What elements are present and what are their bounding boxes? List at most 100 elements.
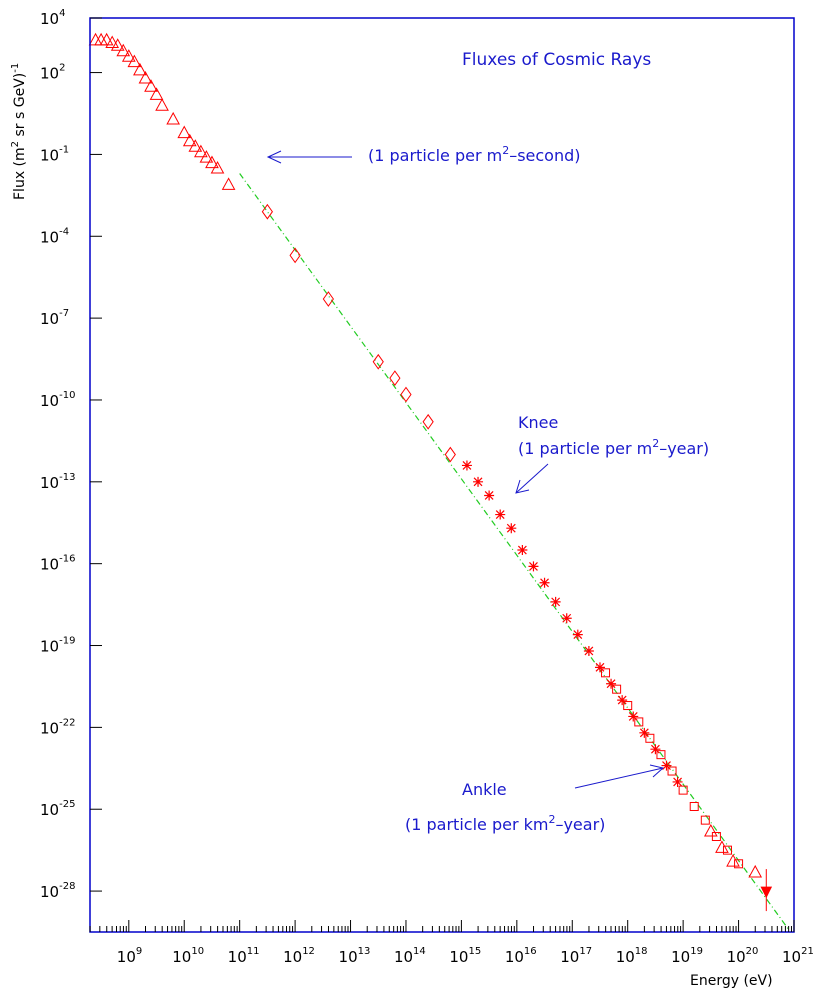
data-point-star [606, 678, 617, 689]
data-point-triangle [144, 79, 158, 92]
data-point-square [734, 859, 744, 869]
annotation-particle-per-second: (1 particle per m2–second) [368, 144, 581, 165]
data-point-star [650, 744, 661, 755]
data-point-square [678, 785, 688, 795]
annotation-ankle-rate: (1 particle per km2–year) [405, 813, 605, 834]
data-point-star [550, 596, 561, 607]
data-point-square [667, 766, 677, 776]
data-point-star [506, 523, 517, 534]
data-point-star [628, 711, 639, 722]
data-point-downtriangle [760, 886, 773, 899]
data-point-star [484, 490, 495, 501]
x-tick-label: 1017 [560, 946, 592, 966]
data-point-star [528, 561, 539, 572]
data-point-triangle [188, 139, 203, 152]
series-4 [704, 824, 763, 878]
data-point-triangle [121, 49, 136, 62]
data-point-triangle [221, 177, 236, 190]
series-1 [261, 203, 456, 463]
data-point-square [700, 815, 710, 825]
data-point-diamond [261, 203, 274, 220]
data-point-triangle [748, 864, 763, 878]
y-tick-label: 10-1 [40, 144, 69, 164]
data-point-star [561, 613, 572, 624]
data-point-triangle [199, 150, 214, 163]
data-point-triangle [149, 87, 164, 100]
data-point-triangle [155, 98, 169, 111]
data-point-diamond [422, 413, 434, 430]
x-tick-label: 1020 [727, 946, 759, 966]
series-0 [88, 32, 236, 190]
data-point-square [722, 845, 732, 855]
x-tick-label: 1012 [283, 946, 315, 966]
data-point-square [612, 684, 622, 694]
annotation-arrow-second [266, 150, 352, 164]
annotation-knee-label: Knee [518, 413, 558, 432]
annotation-ankle-label: Ankle [462, 780, 507, 799]
y-tick-label: 10-25 [40, 799, 75, 819]
data-point-triangle [166, 111, 180, 125]
x-tick-label: 109 [117, 946, 142, 966]
data-point-triangle [110, 38, 125, 51]
data-point-triangle [138, 70, 153, 84]
data-point-star [473, 476, 484, 487]
data-point-square [689, 801, 699, 811]
annotation-arrow-ankle [574, 764, 665, 789]
data-point-star [661, 760, 672, 771]
data-point-triangle [704, 824, 718, 837]
x-tick-label: 1014 [394, 946, 426, 966]
data-point-triangle [177, 125, 192, 139]
data-point-square [634, 717, 644, 727]
axis-layer: 109 1010 1011 1012 1013 1014 1015 1016 1017 1018 1… [40, 8, 814, 966]
data-point-star [594, 662, 605, 673]
data-point-square [601, 668, 611, 678]
data-point-triangle [99, 32, 114, 46]
data-point-triangle [194, 144, 208, 158]
annotation-arrow-knee [515, 463, 549, 494]
data-point-star [461, 460, 472, 471]
data-point-square [645, 733, 655, 743]
data-point-triangle [210, 161, 225, 174]
chart-title: Fluxes of Cosmic Rays [462, 50, 651, 70]
y-tick-label: 10-22 [40, 717, 75, 737]
x-tick-label: 1015 [449, 946, 481, 966]
y-tick-label: 10-13 [40, 472, 75, 492]
data-series-layer [88, 32, 773, 912]
data-point-triangle [105, 35, 120, 49]
data-point-star [639, 727, 650, 738]
y-tick-label: 10-28 [40, 881, 75, 901]
data-point-triangle [715, 840, 729, 853]
series-2 [461, 460, 683, 787]
annotation-knee-rate: (1 particle per m2–year) [518, 437, 709, 458]
y-tick-label: 10-4 [40, 226, 69, 246]
x-tick-label: 1010 [172, 946, 204, 966]
x-tick-label: 1013 [339, 946, 371, 966]
x-tick-label: 1021 [782, 946, 814, 966]
x-tick-label: 1011 [228, 946, 260, 966]
data-point-diamond [400, 386, 412, 403]
x-tick-label: 1019 [671, 946, 703, 966]
data-point-triangle [182, 133, 197, 147]
y-tick-label: 102 [40, 63, 65, 83]
series-5 [760, 869, 773, 912]
data-point-square [656, 750, 666, 760]
plot-frame [89, 17, 795, 933]
y-tick-label: 10-19 [40, 636, 75, 656]
data-point-star [495, 509, 506, 520]
data-point-diamond [389, 370, 401, 387]
data-point-diamond [372, 353, 384, 370]
data-point-triangle [133, 62, 147, 76]
data-point-star [583, 645, 594, 656]
data-point-diamond [444, 446, 456, 463]
data-point-star [572, 629, 583, 640]
data-point-star [672, 776, 683, 787]
data-point-star [617, 695, 628, 706]
y-tick-label: 10-7 [40, 308, 69, 328]
y-axis-label: Flux (m2 sr s GeV)-1 [10, 63, 28, 200]
data-point-star [517, 545, 528, 556]
data-point-triangle [726, 854, 740, 867]
y-tick-label: 10-16 [40, 554, 75, 574]
x-axis-label: Energy (eV) [690, 973, 773, 989]
x-tick-label: 1016 [505, 946, 537, 966]
